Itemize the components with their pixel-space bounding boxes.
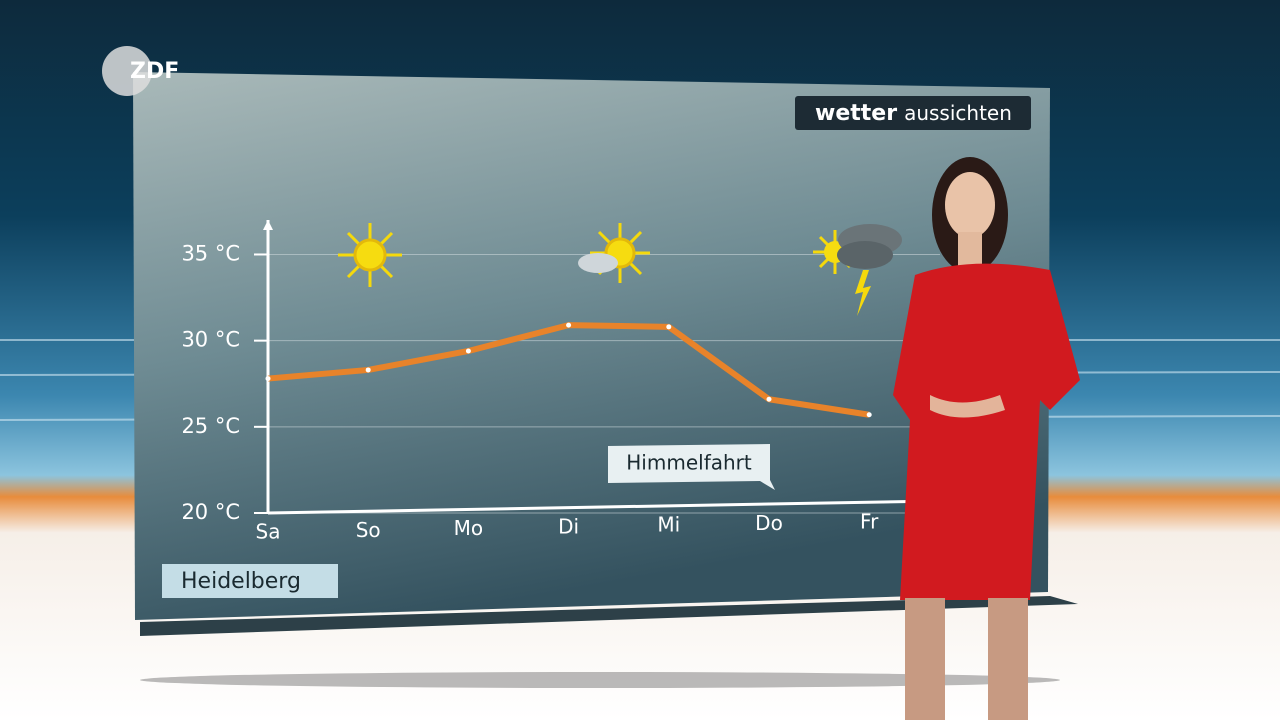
logo-circle (102, 46, 152, 96)
x-tick-label: Mi (657, 513, 680, 537)
location: Heidelberg (181, 569, 301, 594)
point (365, 367, 371, 373)
x-tick-label: Mo (454, 516, 484, 540)
sun-icon (338, 223, 402, 287)
location-box (162, 564, 338, 598)
x-tick-label: Di (558, 514, 579, 538)
axis-arrow (263, 220, 273, 230)
thunder-icon (813, 224, 902, 316)
point (766, 396, 772, 402)
point (566, 322, 572, 328)
presenter (893, 157, 1080, 720)
badge-regular: aussichten (904, 101, 1012, 125)
point (465, 348, 471, 354)
panel (133, 72, 1050, 620)
badge-box (795, 96, 1031, 130)
shadow (140, 672, 1060, 688)
sun-cloud-icon (578, 223, 650, 283)
logo: ZDF (130, 59, 179, 84)
x-tick-label: Sa (256, 520, 281, 544)
x-axis (267, 499, 941, 515)
point (666, 324, 672, 330)
panel-base (140, 596, 1078, 636)
annotation-box (608, 444, 775, 490)
badge-bold: wetter (815, 101, 897, 126)
y-tick-label: 30 °C (181, 328, 240, 352)
point (866, 412, 872, 418)
y-tick-label: 20 °C (181, 500, 240, 524)
y-tick-label: 35 °C (181, 241, 240, 265)
weather-icons (338, 223, 902, 316)
x-tick-label: Fr (860, 509, 879, 533)
x-tick-label: So (356, 518, 381, 542)
chart: 20 °C 25 °C 30 °C 35 °C Sa So Mo Di Mi Do Fr Himmel… (181, 220, 941, 544)
point (265, 376, 271, 382)
y-tick-label: 25 °C (181, 414, 240, 438)
annotation: Himmelfahrt (626, 451, 752, 475)
x-tick-label: Do (755, 511, 783, 535)
badge: wetter aussichten (815, 101, 1012, 127)
